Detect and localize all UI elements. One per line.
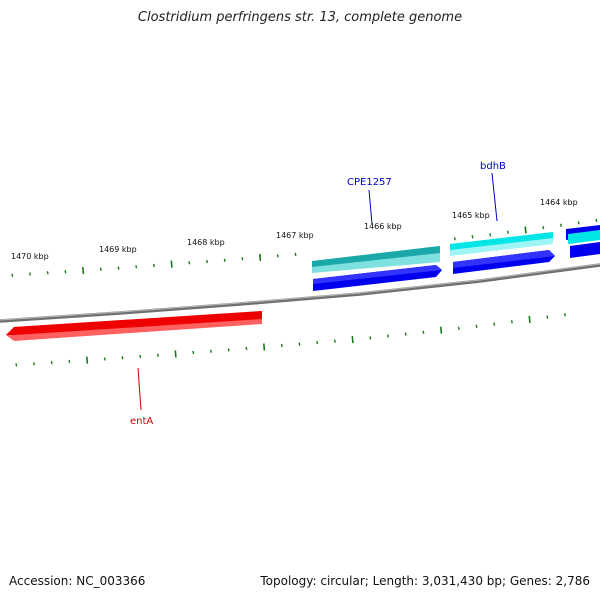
scale-label-1469: 1469 kbp (99, 245, 137, 254)
minor-tick (210, 349, 212, 353)
minor-tick (50, 360, 53, 365)
minor-tick (245, 346, 248, 351)
minor-tick (298, 342, 301, 346)
gene-blue-1[interactable] (313, 265, 442, 291)
minor-tick (294, 252, 297, 257)
map-title: Clostridium perfringens str. 13, complet… (137, 10, 463, 25)
minor-tick (404, 332, 407, 336)
minor-tick (46, 271, 49, 275)
minor-tick (369, 336, 372, 340)
minor-tick (206, 259, 208, 264)
minor-tick (510, 320, 513, 324)
minor-tick (103, 357, 106, 361)
scale-label-1467: 1467 kbp (276, 231, 314, 240)
minor-tick (241, 257, 244, 261)
scale-label-1464: 1464 kbp (540, 198, 578, 207)
major-tick (174, 350, 177, 358)
minor-tick (139, 354, 142, 359)
minor-tick (333, 339, 336, 343)
major-tick (170, 260, 173, 268)
minor-tick (64, 270, 67, 274)
minor-tick (33, 362, 35, 366)
outer-tick-track (11, 218, 598, 277)
major-tick (528, 315, 531, 323)
gene-right-edge[interactable] (566, 225, 600, 258)
minor-tick (280, 343, 283, 348)
genome-backbone-highlight (0, 263, 600, 321)
gene-blue-2[interactable] (453, 250, 555, 274)
minor-tick (493, 322, 496, 326)
genome-backbone (0, 263, 600, 323)
major-tick (263, 343, 266, 351)
scale-label-1468: 1468 kbp (187, 238, 225, 247)
minor-tick (387, 334, 389, 338)
gene-label-bdhB[interactable]: bdhB (480, 161, 506, 172)
leader-line-bdhB (491, 172, 498, 222)
minor-tick (15, 363, 18, 367)
inner-tick-track (15, 313, 566, 367)
major-tick (524, 226, 527, 234)
minor-tick (227, 348, 230, 352)
minor-tick (457, 326, 460, 330)
minor-tick (560, 223, 562, 227)
leader-line-CPE1257 (368, 189, 373, 225)
minor-tick (422, 330, 425, 334)
minor-tick (475, 324, 478, 329)
minor-tick (506, 230, 509, 234)
genome-summary-text: Topology: circular; Length: 3,031,430 bp… (260, 574, 590, 588)
minor-tick (564, 313, 566, 317)
minor-tick (471, 235, 474, 239)
minor-tick (276, 254, 279, 258)
minor-tick (489, 233, 492, 237)
major-tick (86, 356, 89, 364)
minor-tick (192, 350, 195, 355)
minor-tick (453, 237, 456, 241)
scale-label-1466: 1466 kbp (364, 222, 402, 231)
minor-tick (135, 265, 138, 269)
minor-tick (542, 225, 545, 230)
major-tick (259, 253, 262, 261)
scale-label-1470: 1470 kbp (11, 252, 49, 261)
major-tick (440, 326, 443, 334)
gene-CPE1257[interactable] (312, 246, 440, 273)
minor-tick (577, 221, 580, 225)
scale-label-1465: 1465 kbp (452, 211, 490, 220)
minor-tick (546, 315, 549, 319)
minor-tick (156, 353, 159, 357)
minor-tick (121, 356, 124, 360)
minor-tick (595, 218, 598, 223)
minor-tick (152, 263, 155, 268)
minor-tick (117, 266, 120, 270)
minor-tick (29, 272, 31, 276)
gene-entA[interactable] (6, 311, 262, 341)
scale-labels: 1470 kbp 1469 kbp 1468 kbp 1467 kbp 1466… (11, 198, 578, 261)
gene-label-CPE1257[interactable]: CPE1257 (347, 177, 392, 188)
minor-tick (11, 273, 14, 277)
minor-tick (188, 261, 191, 265)
major-tick (82, 266, 85, 275)
gene-bdhB[interactable] (450, 232, 553, 256)
major-tick (351, 336, 354, 344)
minor-tick (99, 267, 102, 271)
gene-label-entA[interactable]: entA (130, 416, 153, 427)
minor-tick (68, 359, 71, 364)
minor-tick (223, 258, 226, 262)
accession-text: Accession: NC_003366 (9, 574, 146, 588)
minor-tick (316, 340, 319, 345)
leader-line-entA (137, 367, 142, 411)
